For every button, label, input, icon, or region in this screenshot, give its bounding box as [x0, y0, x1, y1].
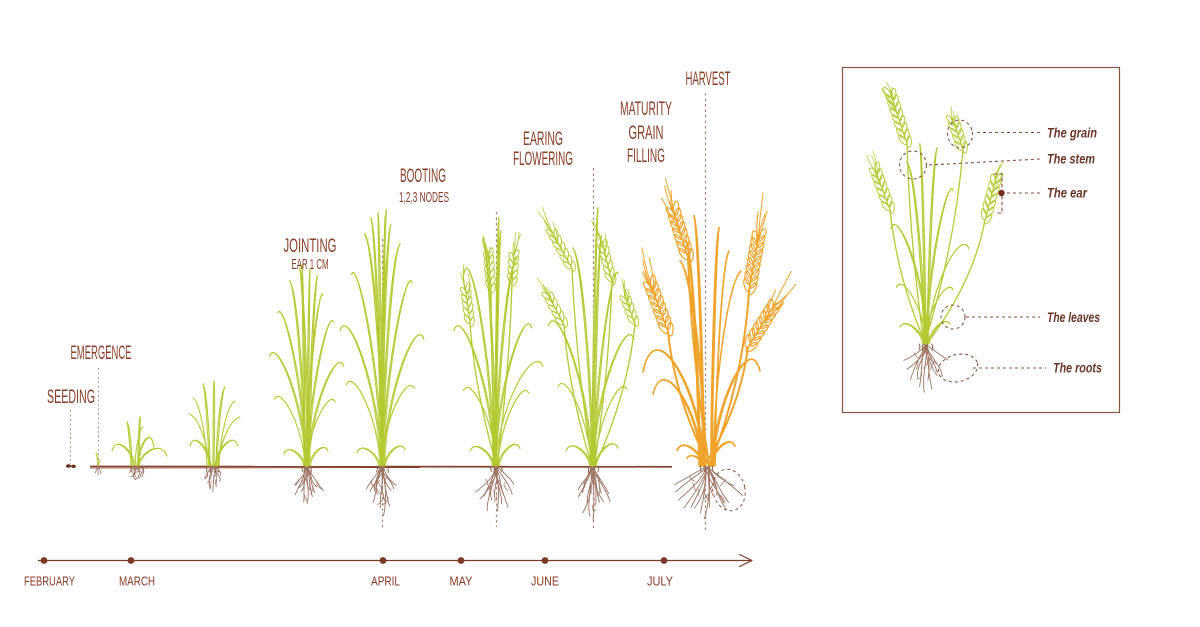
svg-text:BOOTING: BOOTING — [400, 166, 446, 187]
svg-text:HARVEST: HARVEST — [686, 69, 731, 90]
svg-text:APRIL: APRIL — [371, 575, 400, 589]
svg-text:GRAIN: GRAIN — [629, 123, 664, 144]
svg-text:1,2,3 NODES: 1,2,3 NODES — [399, 189, 449, 206]
svg-text:EAR 1 CM: EAR 1 CM — [292, 256, 329, 273]
svg-text:The grain: The grain — [1047, 125, 1097, 141]
svg-text:FILLING: FILLING — [627, 146, 665, 167]
svg-text:JULY: JULY — [647, 575, 674, 589]
svg-text:FLOWERING: FLOWERING — [513, 149, 573, 170]
svg-text:SEEDING: SEEDING — [47, 387, 95, 408]
svg-text:MATURITY: MATURITY — [620, 99, 672, 120]
svg-text:JOINTING: JOINTING — [284, 236, 337, 257]
svg-text:The stem: The stem — [1047, 151, 1095, 167]
svg-text:FEBRUARY: FEBRUARY — [24, 575, 75, 589]
svg-text:MAY: MAY — [450, 575, 474, 589]
svg-text:JUNE: JUNE — [531, 575, 559, 589]
svg-text:The roots: The roots — [1053, 360, 1102, 376]
svg-text:MARCH: MARCH — [119, 575, 155, 589]
svg-text:The ear: The ear — [1047, 185, 1088, 201]
svg-text:EARING: EARING — [523, 129, 563, 150]
svg-text:EMERGENCE: EMERGENCE — [71, 343, 132, 364]
svg-text:The leaves: The leaves — [1047, 309, 1100, 325]
